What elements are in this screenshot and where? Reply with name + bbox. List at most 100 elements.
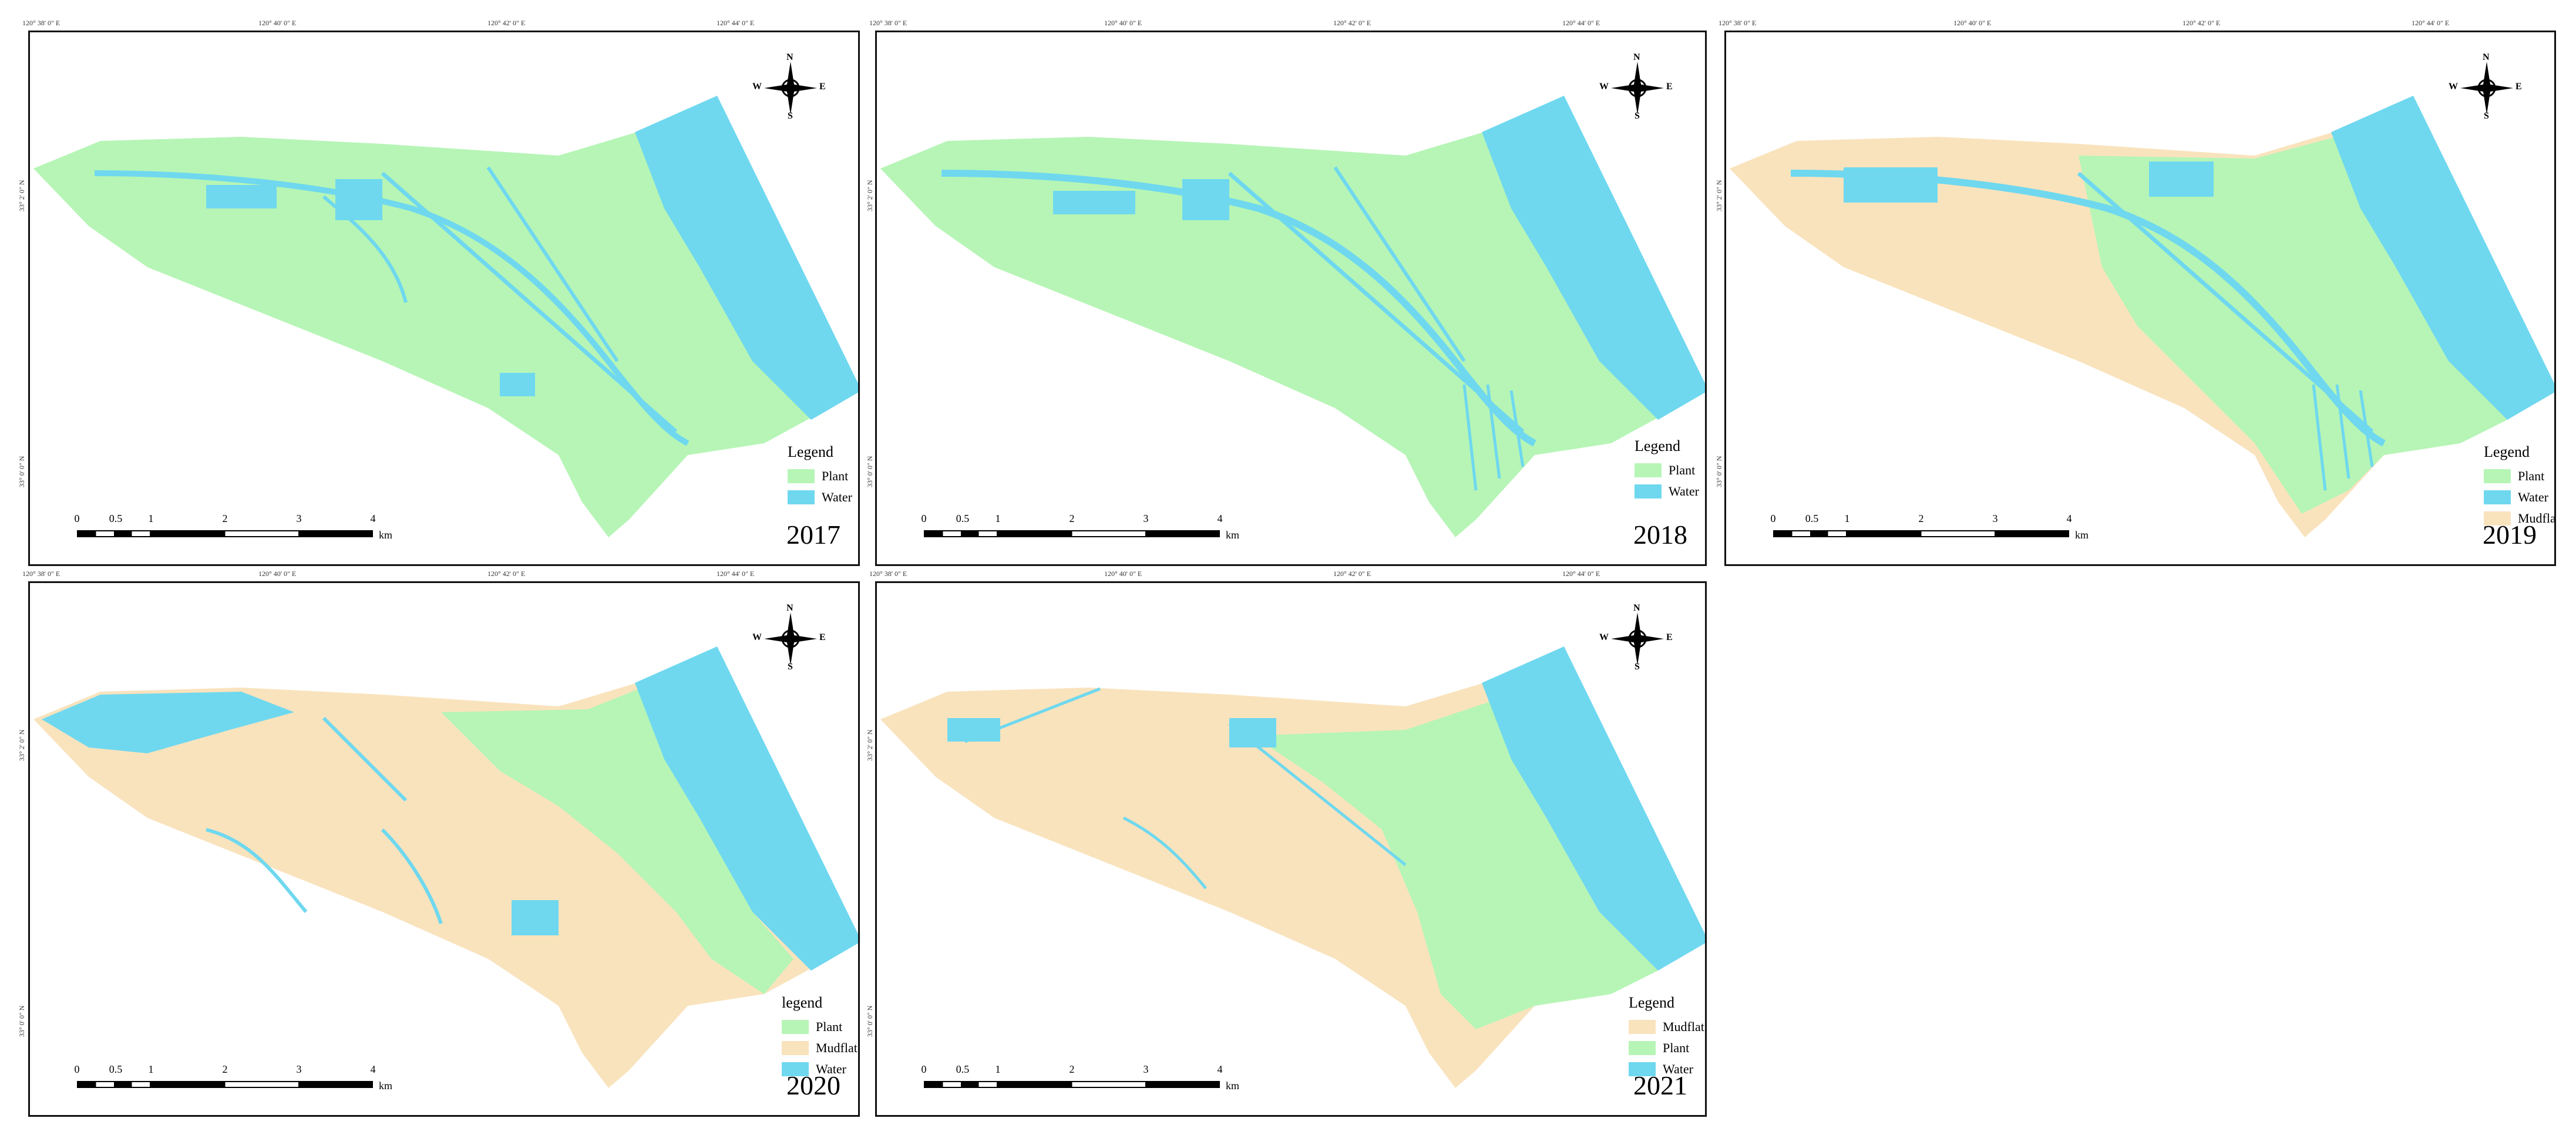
river-channel [1228, 171, 1525, 433]
scale-bar: 0 0.5 1 2 3 4 km [1770, 513, 2089, 541]
water-pond [947, 718, 1000, 742]
compass-icon [1611, 62, 1664, 114]
compass-icon [1611, 612, 1664, 665]
map-panel-2019: N S E W Legend Plant Water Mudflat 2019 … [1724, 31, 2556, 566]
compass-w: W [2449, 82, 2458, 92]
compass-e: E [819, 632, 826, 642]
legend-item: Water [788, 487, 852, 508]
water-pond [1182, 179, 1229, 220]
legend-title: Legend [2484, 443, 2530, 460]
river-channel [322, 716, 408, 802]
legend-item: Water [1635, 481, 1699, 502]
legend-title: Legend [788, 443, 833, 460]
compass-n: N [1633, 603, 1640, 613]
legend-item: Plant [782, 1016, 857, 1038]
river-channel [381, 171, 678, 433]
sea-area [1482, 646, 1705, 971]
river-channel [2077, 171, 2374, 433]
compass-rose: N S E W [1599, 52, 1673, 121]
river-channel [2312, 384, 2374, 491]
compass-n: N [786, 52, 793, 62]
map-panel-2018: N S E W Legend Plant Water 2018 0 0.5 1 … [875, 31, 1707, 566]
compass-w: W [1599, 82, 1609, 92]
compass-s: S [788, 662, 793, 672]
sea-area [2331, 96, 2554, 420]
landcover-map [1730, 96, 2554, 537]
landcover-map [33, 96, 858, 537]
water-pond [1053, 191, 1135, 214]
legend: Legend Plant Water Mudflat [2484, 443, 2554, 529]
water-pond [2149, 161, 2214, 197]
compass-s: S [788, 111, 793, 121]
compass-s: S [1635, 111, 1640, 121]
compass-e: E [819, 82, 826, 92]
scale-bar: 0 0.5 1 2 3 4 km [921, 513, 1240, 541]
compass-w: W [752, 82, 762, 92]
compass-rose: N S E W [752, 603, 826, 672]
compass-rose: N S E W [2449, 52, 2522, 121]
legend-title: legend [782, 994, 823, 1011]
year-label: 2021 [1633, 1070, 1687, 1100]
compass-rose: N S E W [752, 52, 826, 121]
legend: legend Plant Mudflat Water [782, 994, 857, 1080]
water-pond [500, 373, 535, 396]
river-channel [206, 828, 443, 924]
plant-area [2079, 135, 2507, 514]
compass-s: S [2484, 111, 2489, 121]
water-area [42, 692, 294, 753]
legend: Legend Plant Water [1635, 437, 1699, 502]
compass-e: E [1666, 82, 1673, 92]
water-pond [206, 185, 277, 208]
year-label: 2020 [786, 1070, 840, 1100]
legend-item: Water [1629, 1059, 1704, 1080]
compass-n: N [2483, 52, 2490, 62]
legend-item: Mudflat [782, 1038, 857, 1059]
legend-item: Mudflat [2484, 508, 2554, 529]
compass-icon [764, 62, 817, 114]
legend-item: Mudflat [1629, 1016, 1704, 1038]
year-label: 2019 [2483, 520, 2537, 550]
scale-bar: 0 0.5 1 2 3 4 km [921, 1063, 1240, 1092]
sea-area [635, 646, 858, 971]
compass-e: E [1666, 632, 1673, 642]
compass-w: W [1599, 632, 1609, 642]
year-label: 2017 [786, 520, 840, 550]
scale-bar: 0 0.5 1 2 3 4 km [74, 513, 393, 541]
scale-bar: 0 0.5 1 2 3 4 km [74, 1063, 393, 1092]
legend-title: Legend [1629, 994, 1674, 1011]
legend-item: Plant [1629, 1038, 1704, 1059]
plant-area [441, 686, 793, 994]
legend-item: Water [2484, 487, 2554, 508]
compass-e: E [2516, 82, 2522, 92]
compass-s: S [1635, 662, 1640, 672]
river-channel [1462, 384, 1525, 491]
compass-rose: N S E W [1599, 603, 1673, 672]
map-panel-2021: N S E W Legend Mudflat Plant Water 2021 … [875, 581, 1707, 1117]
legend-title: Legend [1635, 437, 1680, 454]
map-panel-2017: N S E W Legend Plant Water 2017 0 0.5 1 … [28, 31, 860, 566]
year-label: 2018 [1633, 520, 1687, 550]
water-pond [1229, 718, 1276, 747]
legend-item: Plant [2484, 466, 2554, 487]
water-pond [512, 900, 559, 935]
compass-icon [764, 612, 817, 665]
landcover-map [880, 96, 1705, 537]
sea-area [1482, 96, 1705, 420]
legend: Legend Mudflat Plant Water [1629, 994, 1704, 1080]
compass-icon [2460, 62, 2513, 114]
sea-area [635, 96, 858, 420]
compass-n: N [786, 603, 793, 613]
river-channel [486, 166, 619, 362]
legend-item: Plant [788, 466, 852, 487]
compass-n: N [1633, 52, 1640, 62]
landcover-map [880, 646, 1705, 1088]
landcover-map [33, 646, 858, 1088]
river-channel [1333, 166, 1466, 362]
legend-item: Water [782, 1059, 857, 1080]
water-pond [335, 179, 382, 220]
water-pond [1844, 167, 1938, 203]
map-panel-2020: N S E W legend Plant Mudflat Water 2020 … [28, 581, 860, 1117]
legend-item: Plant [1635, 460, 1699, 481]
legend: Legend Plant Water [788, 443, 852, 508]
compass-w: W [752, 632, 762, 642]
